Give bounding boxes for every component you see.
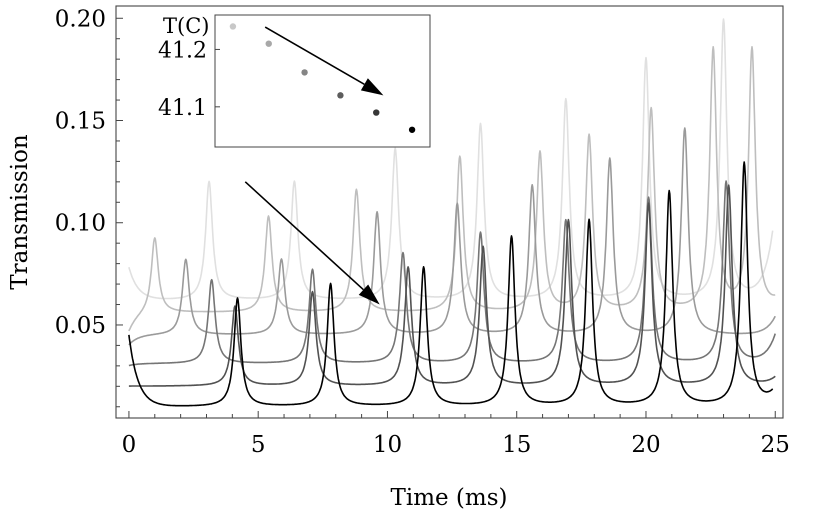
y-axis-ticks: 0.05 0.10 0.15 0.20	[55, 6, 123, 408]
temperature-arrow-head	[358, 284, 380, 305]
series-line-6	[128, 161, 774, 407]
inset-tick-label: 41.1	[158, 96, 207, 121]
inset-y-label: T(C)	[163, 14, 209, 38]
inset-tick-label: 41.2	[158, 38, 207, 63]
x-tick-label: 5	[251, 432, 266, 458]
inset-y-ticks: 41.1 41.2	[158, 38, 220, 121]
y-tick-label: 0.15	[55, 109, 106, 135]
inset-point	[229, 23, 237, 30]
inset-point	[337, 92, 344, 99]
x-axis-ticks: 0 5 10 15 20 25	[122, 411, 790, 458]
inset-point	[301, 69, 308, 76]
inset-arrow	[264, 26, 384, 96]
plot-frame	[115, 5, 784, 419]
x-tick-label: 25	[761, 432, 790, 458]
x-tick-label: 15	[502, 432, 531, 458]
inset-point	[265, 40, 272, 47]
x-tick-label: 10	[373, 432, 402, 458]
temperature-arrow-shaft	[244, 181, 364, 291]
inset-panel: T(C) 41.1 41.2	[158, 14, 431, 148]
inset-arrow-head	[360, 78, 384, 96]
series-line-3	[128, 127, 776, 346]
series-line-4	[128, 180, 776, 367]
x-tick-label: 20	[631, 432, 660, 458]
y-tick-label: 0.20	[55, 6, 106, 32]
inset-arrow-shaft	[264, 26, 365, 86]
series-line-5	[128, 184, 776, 387]
y-tick-label: 0.10	[55, 211, 106, 237]
y-axis-label: Transmission	[7, 134, 33, 290]
inset-frame	[214, 14, 431, 148]
x-axis-label: Time (ms)	[391, 485, 508, 511]
inset-point	[373, 109, 380, 116]
x-tick-label: 0	[122, 432, 137, 458]
annotation-layer	[244, 181, 380, 305]
y-tick-label: 0.05	[55, 313, 106, 339]
series-layer	[128, 18, 776, 407]
inset-points	[229, 23, 416, 133]
inset-point	[408, 126, 416, 133]
